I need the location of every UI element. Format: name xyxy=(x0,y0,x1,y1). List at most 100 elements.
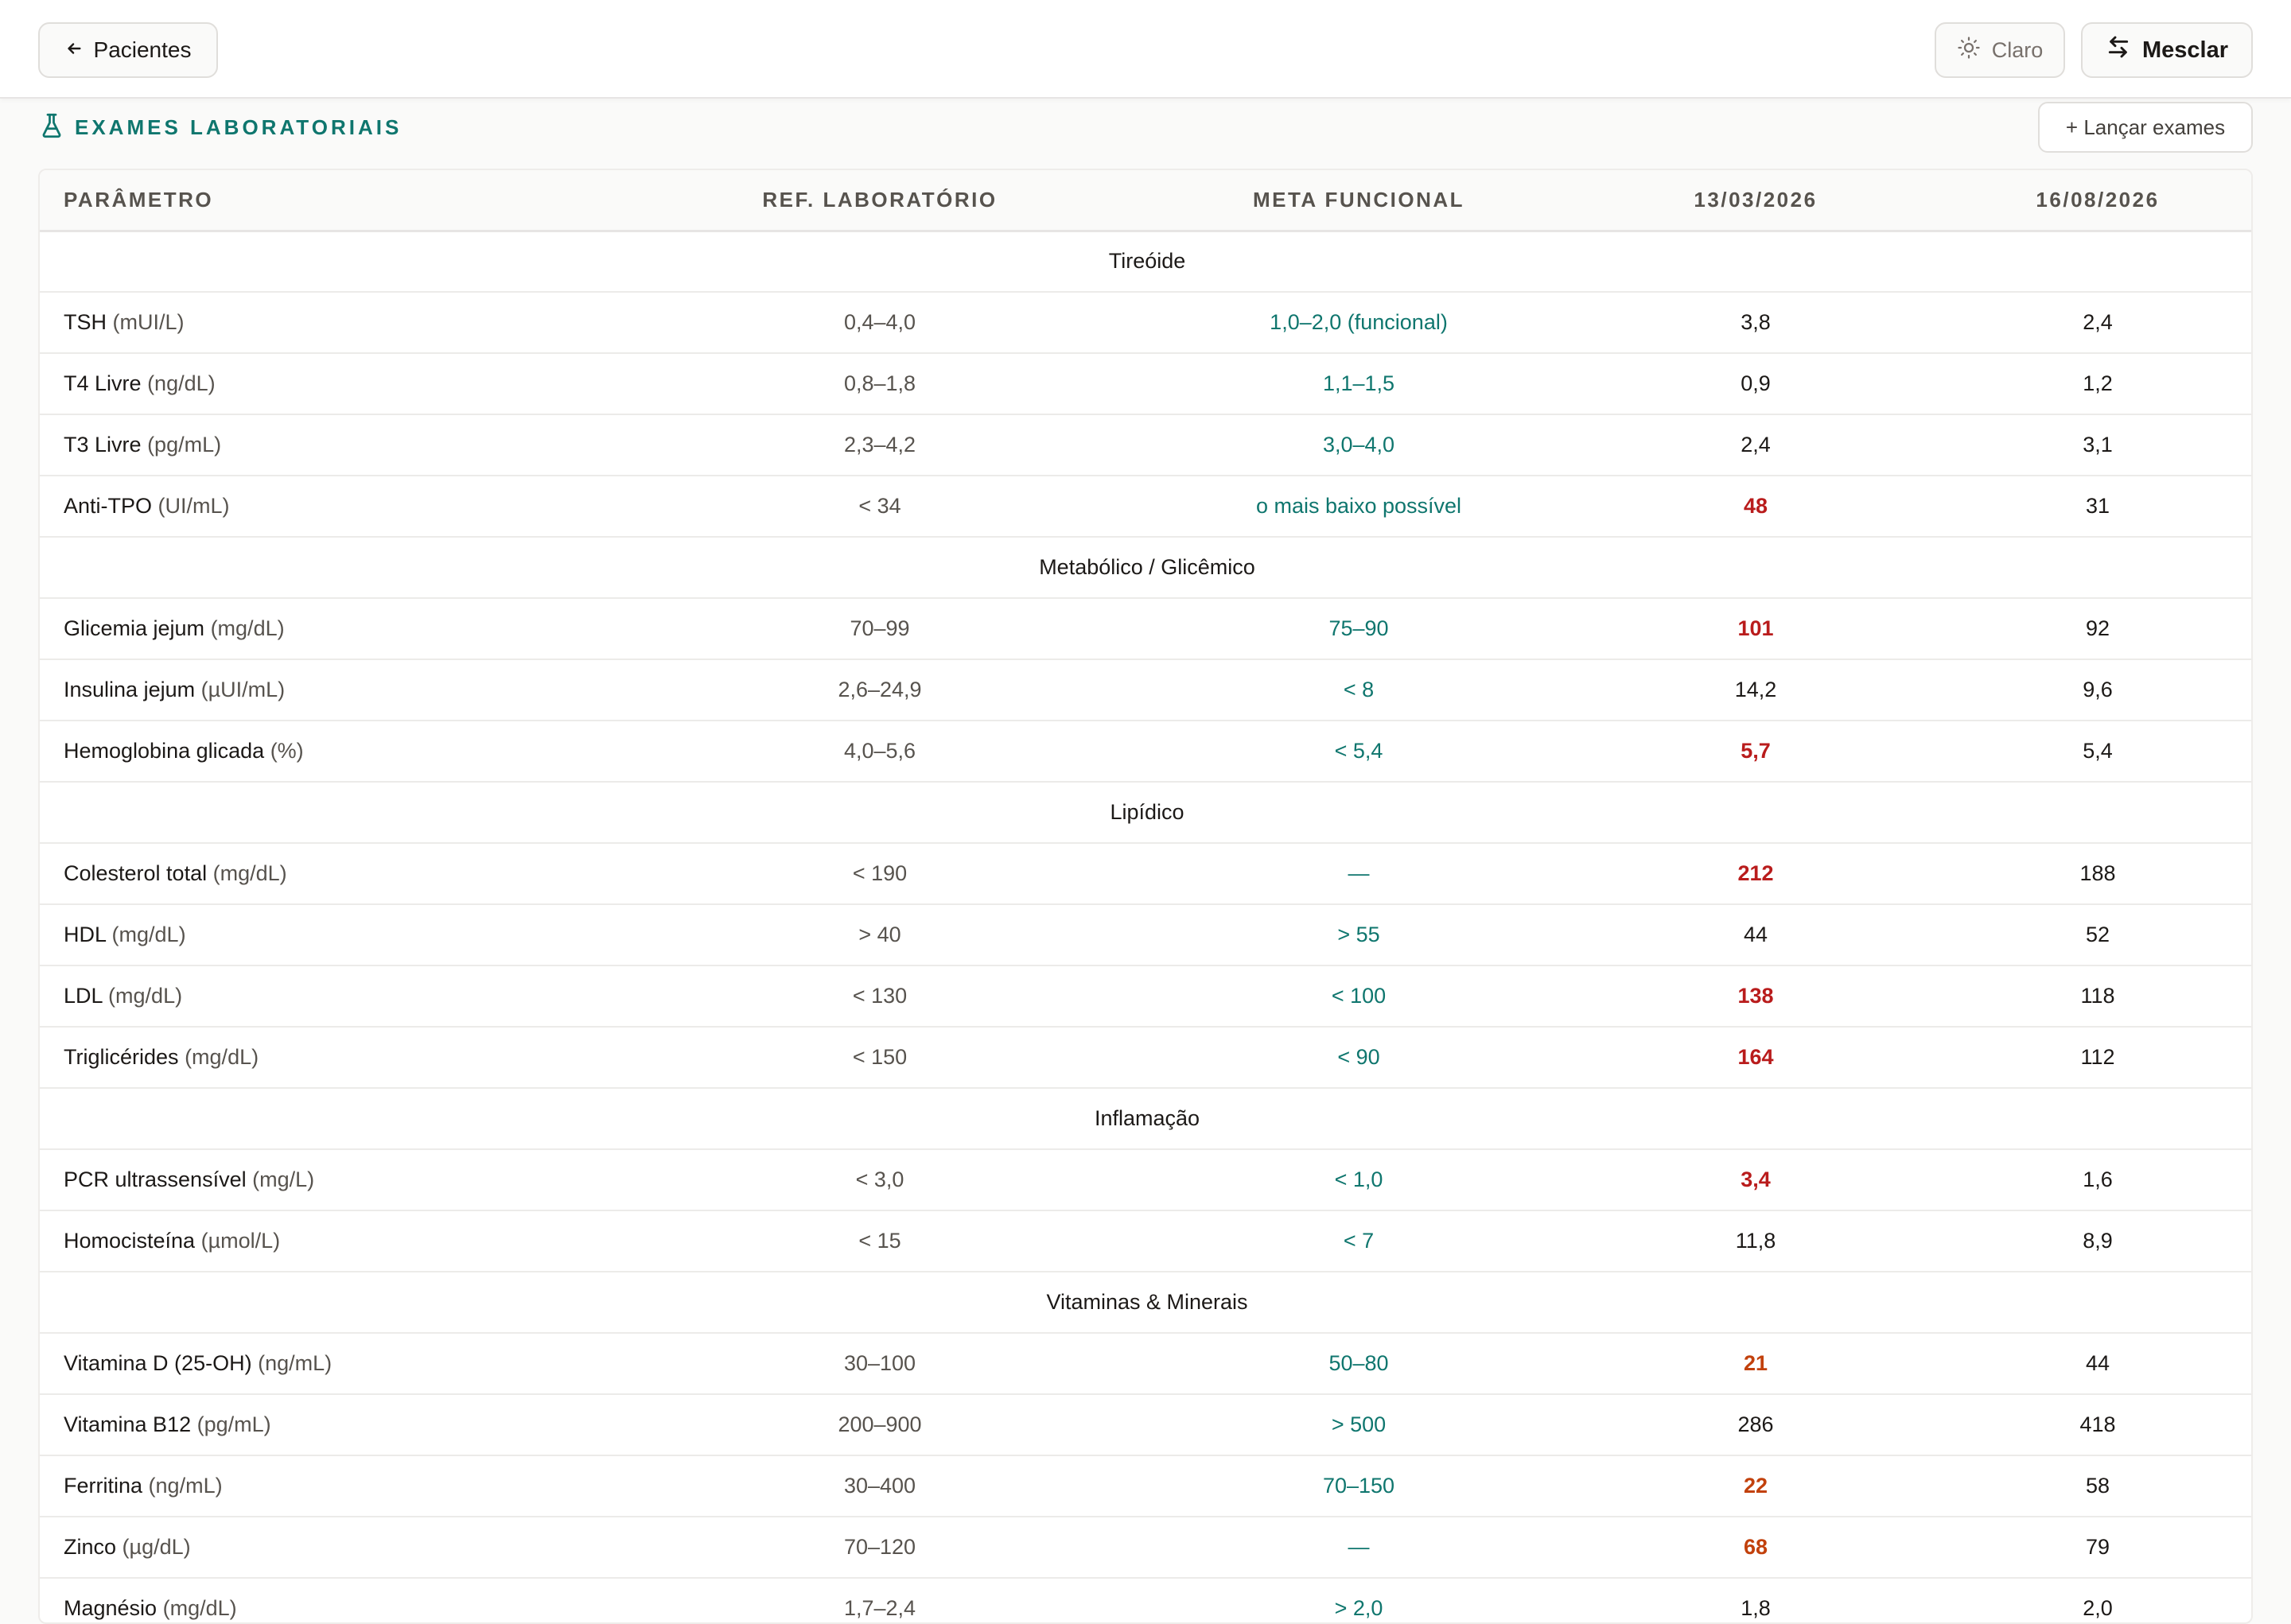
result-date-1-cell: 164 xyxy=(1737,1045,1774,1069)
functional-goal-cell: < 7 xyxy=(1343,1229,1375,1253)
functional-goal-cell: < 1,0 xyxy=(1334,1167,1383,1191)
result-date-2-cell: 8,9 xyxy=(2083,1229,2113,1253)
sun-icon xyxy=(1957,36,1981,65)
parameter-name: Ferritina xyxy=(64,1474,143,1498)
lab-reference-cell: 70–120 xyxy=(843,1535,916,1559)
result-date-1-cell: 48 xyxy=(1743,494,1768,518)
group-label: Tireóide xyxy=(1108,249,1186,274)
result-date-2-cell: 112 xyxy=(2080,1045,2115,1069)
header-date-2[interactable]: 16/08/2026 xyxy=(2036,187,2160,212)
result-date-1-cell: 212 xyxy=(1737,861,1774,885)
table-row[interactable]: Magnésio (mg/dL) 1,7–2,4 > 2,0 1,8 2,0 xyxy=(40,1578,2251,1622)
section-header: EXAMES LABORATORIAIS xyxy=(40,111,402,143)
parameter-name: HDL xyxy=(64,923,107,946)
parameter-cell: T3 Livre (pg/mL) xyxy=(40,414,613,476)
parameter-cell: Colesterol total (mg/dL) xyxy=(40,843,613,904)
parameter-name: Anti-TPO xyxy=(64,494,153,518)
header-functional-goal[interactable]: META FUNCIONAL xyxy=(1252,187,1465,212)
result-date-1-cell: 2,4 xyxy=(1741,433,1771,457)
group-row: Tireóide xyxy=(40,231,2251,292)
lab-reference-cell: 4,0–5,6 xyxy=(843,739,916,763)
parameter-cell: Triglicérides (mg/dL) xyxy=(40,1027,613,1088)
result-date-2-cell: 9,6 xyxy=(2083,678,2113,701)
parameter-name: TSH xyxy=(64,310,107,334)
result-date-2-cell: 5,4 xyxy=(2083,739,2113,763)
theme-toggle-button[interactable]: Claro xyxy=(1935,22,2065,78)
table-row[interactable]: TSH (mUI/L) 0,4–4,0 1,0–2,0 (funcional) 3,8… xyxy=(40,292,2251,353)
table-row[interactable]: Glicemia jejum (mg/dL) 70–99 75–90 101 92 xyxy=(40,598,2251,659)
merge-button-label: Mesclar xyxy=(2141,37,2228,63)
result-date-1-cell: 3,8 xyxy=(1741,310,1771,334)
group-label: Lipídico xyxy=(1110,800,1184,824)
table-row[interactable]: Hemoglobina glicada (%) 4,0–5,6 < 5,4 5,7 5,… xyxy=(40,721,2251,782)
result-date-2-cell: 188 xyxy=(2079,861,2116,885)
lab-reference-cell: 70–99 xyxy=(850,616,910,640)
parameter-name: Zinco xyxy=(64,1535,117,1559)
lab-reference-cell: 2,6–24,9 xyxy=(838,678,922,701)
result-date-1-cell: 101 xyxy=(1737,616,1774,640)
parameter-cell: HDL (mg/dL) xyxy=(40,904,613,965)
functional-goal-cell: — xyxy=(1348,1535,1370,1559)
table-row[interactable]: Anti-TPO (UI/mL) < 34 o mais baixo possíve… xyxy=(40,476,2251,537)
parameter-name: Triglicérides xyxy=(64,1045,179,1069)
result-date-2-cell: 118 xyxy=(2080,984,2115,1008)
result-date-2-cell: 52 xyxy=(2085,923,2110,946)
header-parameter[interactable]: PARÂMETRO xyxy=(64,187,214,212)
result-date-2-cell: 1,6 xyxy=(2083,1167,2113,1191)
functional-goal-cell: 1,1–1,5 xyxy=(1322,371,1395,395)
table-row[interactable]: LDL (mg/dL) < 130 < 100 138 118 xyxy=(40,965,2251,1027)
group-label: Inflamação xyxy=(1094,1106,1200,1130)
parameter-unit: (%) xyxy=(270,739,304,763)
table-row[interactable]: Homocisteína (µmol/L) < 15 < 7 11,8 8,9 xyxy=(40,1210,2251,1272)
table-row[interactable]: HDL (mg/dL) > 40 > 55 44 52 xyxy=(40,904,2251,965)
parameter-unit: (mg/L) xyxy=(252,1167,315,1191)
merge-button[interactable]: Mesclar xyxy=(2081,22,2253,78)
group-row: Lipídico xyxy=(40,782,2251,843)
arrows-swap-icon xyxy=(2106,34,2131,66)
result-date-1-cell: 44 xyxy=(1743,923,1768,946)
parameter-unit: (µUI/mL) xyxy=(200,678,286,701)
group-row: Vitaminas & Minerais xyxy=(40,1272,2251,1333)
lab-results-table-card: PARÂMETRO REF. LABORATÓRIO META FUNCIONA… xyxy=(38,169,2253,1624)
group-row: Metabólico / Glicêmico xyxy=(40,537,2251,598)
lab-reference-cell: 0,4–4,0 xyxy=(843,310,916,334)
functional-goal-cell: < 90 xyxy=(1337,1045,1380,1069)
result-date-1-cell: 138 xyxy=(1737,984,1774,1008)
functional-goal-cell: 1,0–2,0 (funcional) xyxy=(1270,310,1448,334)
parameter-cell: Ferritina (ng/mL) xyxy=(40,1455,613,1517)
table-row[interactable]: T4 Livre (ng/dL) 0,8–1,8 1,1–1,5 0,9 1,2 xyxy=(40,353,2251,414)
lab-reference-cell: < 130 xyxy=(852,984,908,1008)
result-date-1-cell: 68 xyxy=(1743,1535,1768,1559)
table-row[interactable]: Vitamina B12 (pg/mL) 200–900 > 500 286 418 xyxy=(40,1394,2251,1455)
parameter-unit: (µg/dL) xyxy=(122,1535,191,1559)
lab-reference-cell: 2,3–4,2 xyxy=(843,433,916,457)
parameter-unit: (mg/dL) xyxy=(162,1596,237,1620)
table-row[interactable]: T3 Livre (pg/mL) 2,3–4,2 3,0–4,0 2,4 3,1 xyxy=(40,414,2251,476)
result-date-1-cell: 14,2 xyxy=(1734,678,1777,701)
functional-goal-cell: 75–90 xyxy=(1328,616,1389,640)
table-row[interactable]: Colesterol total (mg/dL) < 190 — 212 188 xyxy=(40,843,2251,904)
parameter-cell: Homocisteína (µmol/L) xyxy=(40,1210,613,1272)
result-date-2-cell: 3,1 xyxy=(2083,433,2113,457)
header-date-1[interactable]: 13/03/2026 xyxy=(1694,187,1818,212)
table-row[interactable]: Zinco (µg/dL) 70–120 — 68 79 xyxy=(40,1517,2251,1578)
table-row[interactable]: Insulina jejum (µUI/mL) 2,6–24,9 < 8 14,2 9,… xyxy=(40,659,2251,721)
table-row[interactable]: Vitamina D (25-OH) (ng/mL) 30–100 50–80 21 4… xyxy=(40,1333,2251,1394)
table-row[interactable]: PCR ultrassensível (mg/L) < 3,0 < 1,0 3,4 1,… xyxy=(40,1149,2251,1210)
parameter-unit: (mg/dL) xyxy=(185,1045,259,1069)
back-to-patients-button[interactable]: Pacientes xyxy=(38,22,218,78)
parameter-name: Magnésio xyxy=(64,1596,158,1620)
functional-goal-cell: < 8 xyxy=(1343,678,1375,701)
result-date-1-cell: 22 xyxy=(1743,1474,1768,1498)
result-date-2-cell: 418 xyxy=(2079,1412,2116,1436)
table-row[interactable]: Ferritina (ng/mL) 30–400 70–150 22 58 xyxy=(40,1455,2251,1517)
parameter-name: LDL xyxy=(64,984,103,1008)
lab-reference-cell: < 150 xyxy=(852,1045,908,1069)
parameter-unit: (µmol/L) xyxy=(200,1229,281,1253)
lab-reference-cell: < 15 xyxy=(858,1229,901,1253)
result-date-2-cell: 31 xyxy=(2085,494,2110,518)
header-lab-reference[interactable]: REF. LABORATÓRIO xyxy=(762,187,998,212)
add-exams-button[interactable]: + Lançar exames xyxy=(2038,102,2253,153)
result-date-1-cell: 21 xyxy=(1743,1351,1768,1375)
table-row[interactable]: Triglicérides (mg/dL) < 150 < 90 164 112 xyxy=(40,1027,2251,1088)
